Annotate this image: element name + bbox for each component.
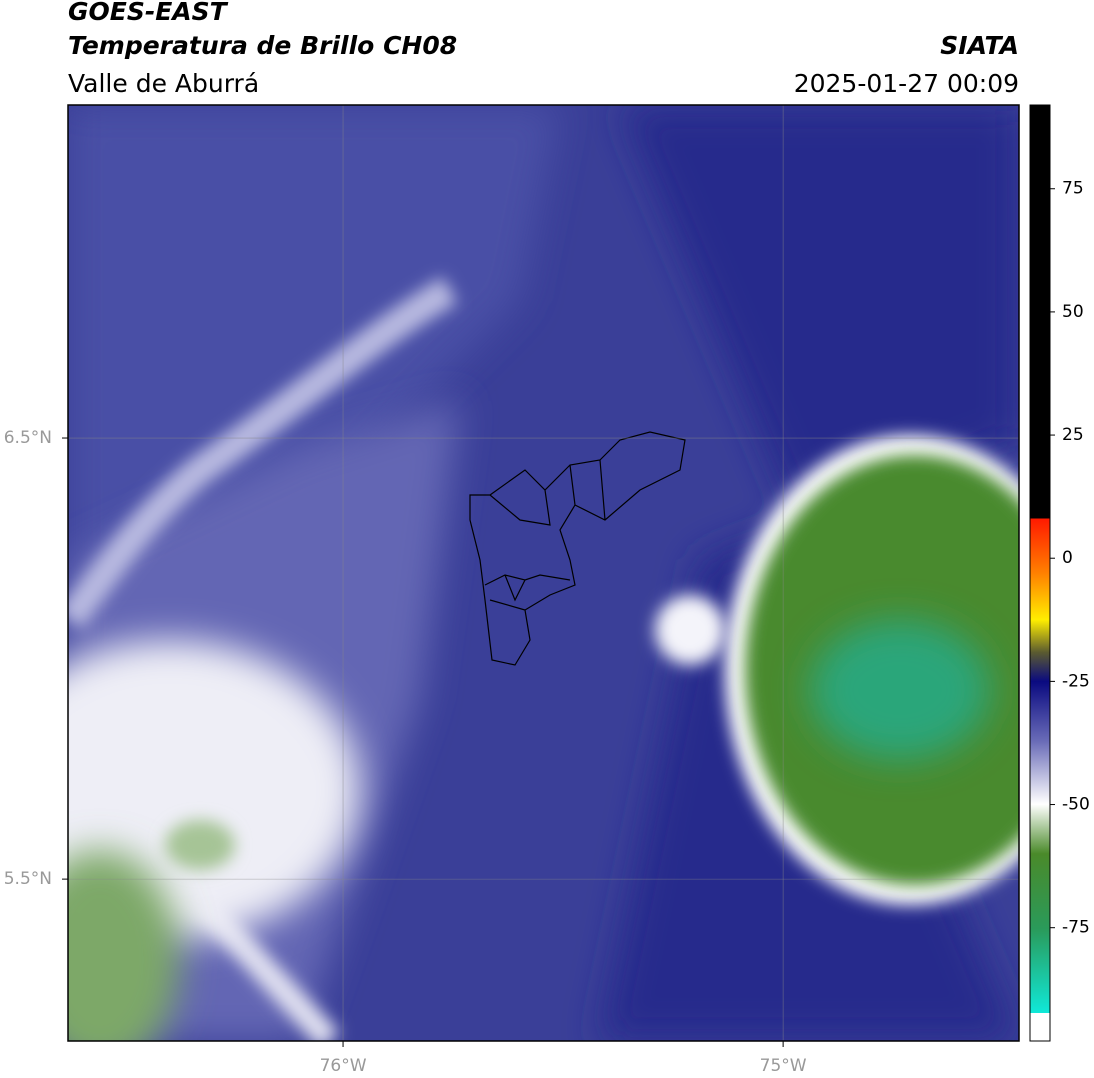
colorbar-tick-label: 50 bbox=[1062, 302, 1084, 322]
colorbar-tick-label: 75 bbox=[1062, 179, 1084, 199]
colorbar bbox=[1029, 104, 1051, 1042]
map-image bbox=[68, 105, 1019, 1041]
source: SIATA bbox=[940, 31, 1019, 60]
title: GOES-EAST bbox=[68, 0, 229, 26]
municipality-borders bbox=[469, 431, 686, 666]
map-frame bbox=[67, 104, 1020, 1042]
y-tick-label: 6.5°N bbox=[4, 428, 52, 448]
cloud-top bbox=[810, 620, 990, 760]
x-tick-label: 75°W bbox=[760, 1056, 807, 1076]
colorbar-tick-label: 25 bbox=[1062, 425, 1084, 445]
colorbar-tick-label: 0 bbox=[1062, 548, 1073, 568]
subtitle: Temperatura de Brillo CH08 bbox=[68, 31, 457, 60]
graticule bbox=[68, 105, 1019, 1041]
cloud bbox=[655, 595, 725, 665]
cloud-streak bbox=[68, 276, 458, 629]
cloud bbox=[68, 640, 360, 940]
y-tick-label: 5.5°N bbox=[4, 869, 52, 889]
colorbar-tick-label: -25 bbox=[1062, 671, 1090, 691]
colorbar-tick-label: -50 bbox=[1062, 795, 1090, 815]
x-tick-label: 76°W bbox=[320, 1056, 367, 1076]
region: Valle de Aburrá bbox=[68, 69, 259, 98]
cloud bbox=[165, 820, 235, 870]
timestamp: 2025-01-27 00:09 bbox=[794, 69, 1019, 98]
cloud bbox=[68, 850, 180, 1041]
colorbar-tick-label: -75 bbox=[1062, 918, 1090, 938]
